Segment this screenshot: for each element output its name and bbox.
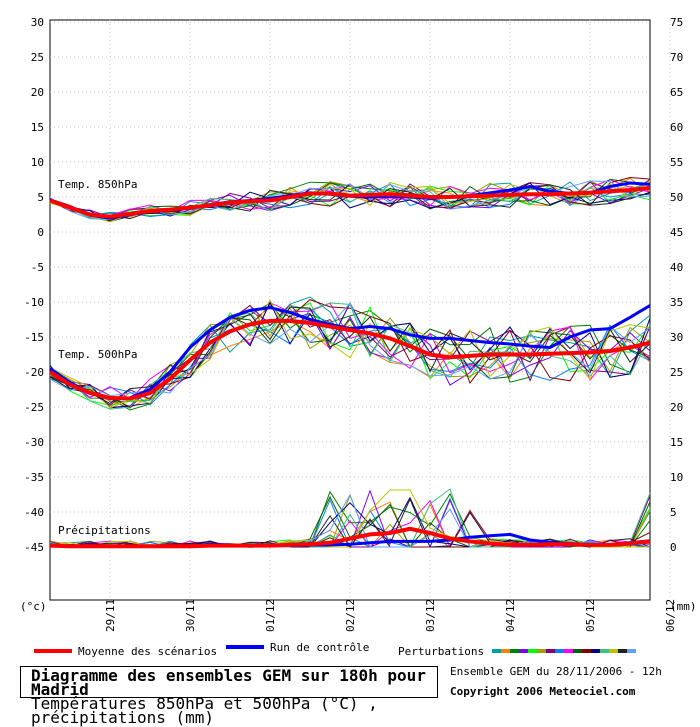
x-tick-label: 06/12: [664, 599, 677, 632]
x-tick-label: 05/12: [584, 599, 597, 632]
footer-copyright: Copyright 2006 Meteociel.com: [450, 685, 636, 698]
left-tick-label: -5: [31, 261, 44, 274]
right-tick-label: 25: [670, 366, 683, 379]
right-tick-label: 70: [670, 51, 683, 64]
left-tick-label: 15: [31, 121, 44, 134]
left-tick-label: 0: [37, 226, 44, 239]
perturbation-swatch: [537, 649, 547, 653]
right-tick-label: 50: [670, 191, 683, 204]
x-tick-label: 29/11: [104, 599, 117, 632]
legend-perturbations: Perturbations: [398, 643, 637, 659]
perturbation-swatch: [528, 649, 538, 653]
right-tick-label: 10: [670, 471, 683, 484]
left-axis-ticks: 30 25 20 15 10 5 0 -5 -10 -15 -20 -25 -30 -35 -40 -45: [24, 16, 44, 554]
perturbation-swatch: [627, 649, 637, 653]
right-tick-label: 75: [670, 16, 683, 29]
left-tick-label: 10: [31, 156, 44, 169]
right-tick-label: 30: [670, 331, 683, 344]
perturbation-swatch: [555, 649, 565, 653]
legend-mean-swatch: [34, 649, 72, 653]
footer-title: Diagramme des ensembles GEM sur 180h pou…: [31, 666, 426, 699]
perturbation-swatch: [564, 649, 574, 653]
left-tick-label: -20: [24, 366, 44, 379]
perturbation-swatch: [573, 649, 583, 653]
perturbation-swatch: [582, 649, 592, 653]
t850-mean-line: [49, 185, 651, 219]
right-tick-label: 65: [670, 86, 683, 99]
perturbation-swatch: [591, 649, 601, 653]
left-tick-label: -30: [24, 436, 44, 449]
legend-control-swatch: [226, 645, 264, 649]
x-tick-label: 04/12: [504, 599, 517, 632]
perturbation-swatch: [600, 649, 610, 653]
right-tick-label: 15: [670, 436, 683, 449]
panel-label-500: Temp. 500hPa: [58, 348, 137, 361]
t500-perturbation-15: [49, 306, 651, 404]
precip-mean-line: [49, 526, 651, 549]
right-axis-unit: (mm): [670, 600, 697, 613]
x-tick-label: 02/12: [344, 599, 357, 632]
right-tick-label: 55: [670, 156, 683, 169]
t500-perturbation-1: [49, 296, 651, 403]
footer-title-box: Diagramme des ensembles GEM sur 180h pou…: [20, 666, 438, 726]
series-lines: [48, 176, 651, 549]
t500-mean-line: [48, 318, 651, 401]
left-tick-label: -35: [24, 471, 44, 484]
left-axis-unit: (°c): [20, 600, 47, 613]
legend-control: Run de contrôle: [226, 639, 369, 655]
t850-perturbation-13: [49, 180, 651, 219]
t500-perturbation-4: [49, 310, 651, 408]
right-tick-label: 45: [670, 226, 683, 239]
footer-subtitle: Températures 850hPa et 500hPa (°C) , pré…: [31, 694, 378, 727]
perturbation-swatch: [546, 649, 556, 653]
right-tick-label: 35: [670, 296, 683, 309]
right-tick-label: 60: [670, 121, 683, 134]
left-tick-label: 5: [37, 191, 44, 204]
t500-perturbation-8: [49, 307, 651, 406]
grid: [49, 19, 671, 601]
x-tick-label: 30/11: [184, 599, 197, 632]
left-tick-label: 30: [31, 16, 44, 29]
right-tick-label: 40: [670, 261, 683, 274]
right-tick-label: 0: [670, 541, 677, 554]
left-tick-label: -10: [24, 296, 44, 309]
legend-perturbation-swatches: [492, 649, 637, 653]
t500-perturbation-14: [49, 298, 651, 409]
panel-label-850: Temp. 850hPa: [58, 178, 137, 191]
perturbation-swatch: [510, 649, 520, 653]
left-tick-label: -45: [24, 541, 44, 554]
right-tick-label: 20: [670, 401, 683, 414]
left-tick-label: -40: [24, 506, 44, 519]
perturbation-swatch: [501, 649, 511, 653]
legend-perturbations-label: Perturbations: [398, 644, 485, 658]
x-tick-label: 01/12: [264, 599, 277, 632]
panel-label-precip: Précipitations: [58, 524, 151, 537]
legend-mean: Moyenne des scénarios: [34, 643, 217, 659]
x-axis-ticks: 29/11 30/11 01/12 02/12 03/12 04/12 05/12 06/12: [104, 599, 677, 632]
left-tick-label: -15: [24, 331, 44, 344]
perturbation-swatch: [618, 649, 628, 653]
x-tick-label: 03/12: [424, 599, 437, 632]
legend-mean-label: Moyenne des scénarios: [78, 644, 218, 658]
left-tick-label: -25: [24, 401, 44, 414]
footer-run-info: Ensemble GEM du 28/11/2006 - 12h: [450, 665, 662, 678]
legend-control-label: Run de contrôle: [270, 640, 370, 654]
perturbation-swatch: [609, 649, 619, 653]
left-tick-label: 25: [31, 51, 44, 64]
t500-perturbation-9: [49, 301, 651, 400]
left-tick-label: 20: [31, 86, 44, 99]
right-tick-label: 5: [670, 506, 677, 519]
perturbation-swatch: [492, 649, 502, 653]
perturbation-swatch: [519, 649, 529, 653]
